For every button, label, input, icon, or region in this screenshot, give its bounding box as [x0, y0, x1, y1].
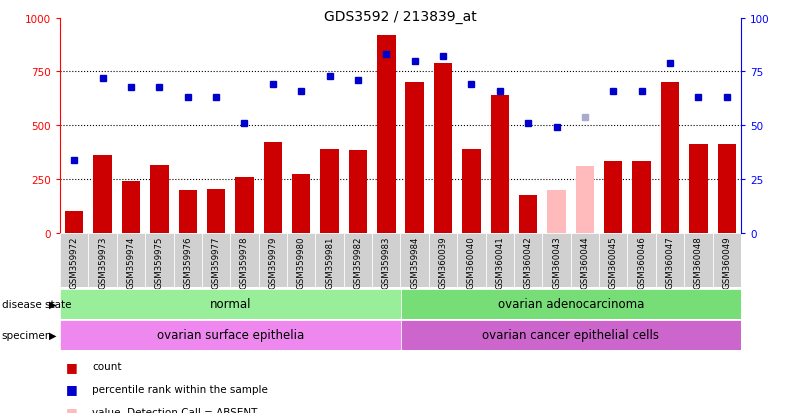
Text: GSM360046: GSM360046 [637, 236, 646, 289]
Text: GSM359972: GSM359972 [70, 236, 78, 288]
FancyBboxPatch shape [713, 233, 741, 287]
Text: GSM360039: GSM360039 [439, 236, 448, 289]
FancyBboxPatch shape [684, 233, 713, 287]
Bar [320, 150, 339, 233]
Text: GSM359975: GSM359975 [155, 236, 164, 288]
Text: GSM360047: GSM360047 [666, 236, 674, 289]
FancyBboxPatch shape [60, 233, 88, 287]
Text: GSM360048: GSM360048 [694, 236, 702, 289]
Bar [576, 167, 594, 233]
FancyBboxPatch shape [88, 233, 117, 287]
Text: GSM359974: GSM359974 [127, 236, 135, 288]
Text: GSM360049: GSM360049 [723, 236, 731, 289]
Text: GSM359980: GSM359980 [296, 236, 306, 288]
Text: GSM360043: GSM360043 [552, 236, 561, 289]
FancyBboxPatch shape [400, 289, 741, 319]
Text: GSM359979: GSM359979 [268, 236, 277, 288]
FancyBboxPatch shape [231, 233, 259, 287]
FancyBboxPatch shape [542, 233, 570, 287]
Text: GSM359976: GSM359976 [183, 236, 192, 288]
FancyBboxPatch shape [344, 233, 372, 287]
Bar [348, 151, 367, 233]
Bar [405, 83, 424, 233]
FancyBboxPatch shape [287, 233, 316, 287]
Text: ovarian surface epithelia: ovarian surface epithelia [157, 328, 304, 342]
Bar [94, 156, 112, 233]
Text: GSM360045: GSM360045 [609, 236, 618, 289]
Text: ■: ■ [66, 382, 78, 396]
FancyBboxPatch shape [259, 233, 287, 287]
Bar [235, 178, 254, 233]
FancyBboxPatch shape [60, 320, 400, 350]
Text: ■: ■ [66, 360, 78, 373]
Text: GSM360041: GSM360041 [495, 236, 505, 289]
Bar [179, 190, 197, 233]
Text: count: count [92, 361, 122, 371]
Bar [490, 96, 509, 233]
FancyBboxPatch shape [372, 233, 400, 287]
Bar [150, 166, 168, 233]
FancyBboxPatch shape [202, 233, 231, 287]
Text: disease state: disease state [2, 299, 71, 309]
Bar [65, 212, 83, 233]
Text: GSM360040: GSM360040 [467, 236, 476, 289]
Text: ovarian adenocarcinoma: ovarian adenocarcinoma [497, 297, 644, 311]
Bar [377, 36, 396, 233]
Text: GSM359984: GSM359984 [410, 236, 419, 288]
FancyBboxPatch shape [174, 233, 202, 287]
FancyBboxPatch shape [145, 233, 174, 287]
FancyBboxPatch shape [656, 233, 684, 287]
Text: GSM359978: GSM359978 [240, 236, 249, 288]
FancyBboxPatch shape [117, 233, 145, 287]
Bar [547, 190, 566, 233]
Bar [434, 64, 453, 233]
Bar [292, 174, 311, 233]
Text: ovarian cancer epithelial cells: ovarian cancer epithelial cells [482, 328, 659, 342]
Text: GDS3592 / 213839_at: GDS3592 / 213839_at [324, 10, 477, 24]
FancyBboxPatch shape [429, 233, 457, 287]
Text: GSM359977: GSM359977 [211, 236, 220, 288]
Text: ▶: ▶ [49, 330, 56, 340]
Text: GSM359982: GSM359982 [353, 236, 362, 288]
Text: GSM359983: GSM359983 [382, 236, 391, 288]
Bar [462, 150, 481, 233]
Bar [519, 196, 537, 233]
FancyBboxPatch shape [514, 233, 542, 287]
Text: GSM359981: GSM359981 [325, 236, 334, 288]
Text: percentile rank within the sample: percentile rank within the sample [92, 384, 268, 394]
FancyBboxPatch shape [457, 233, 485, 287]
FancyBboxPatch shape [599, 233, 627, 287]
Bar [661, 83, 679, 233]
FancyBboxPatch shape [485, 233, 514, 287]
FancyBboxPatch shape [570, 233, 599, 287]
Text: specimen: specimen [2, 330, 52, 340]
FancyBboxPatch shape [60, 289, 400, 319]
Bar [207, 189, 225, 233]
Text: GSM360042: GSM360042 [524, 236, 533, 289]
FancyBboxPatch shape [316, 233, 344, 287]
FancyBboxPatch shape [400, 320, 741, 350]
Text: normal: normal [210, 297, 251, 311]
FancyBboxPatch shape [627, 233, 656, 287]
Bar [718, 144, 736, 233]
Bar [689, 144, 707, 233]
FancyBboxPatch shape [400, 233, 429, 287]
Text: GSM360044: GSM360044 [581, 236, 590, 289]
Bar [264, 143, 282, 233]
Bar [604, 161, 622, 233]
Bar [122, 182, 140, 233]
Bar [633, 161, 651, 233]
Text: value, Detection Call = ABSENT: value, Detection Call = ABSENT [92, 407, 257, 413]
Text: GSM359973: GSM359973 [99, 236, 107, 288]
Text: ▶: ▶ [49, 299, 56, 309]
Text: ■: ■ [66, 405, 78, 413]
